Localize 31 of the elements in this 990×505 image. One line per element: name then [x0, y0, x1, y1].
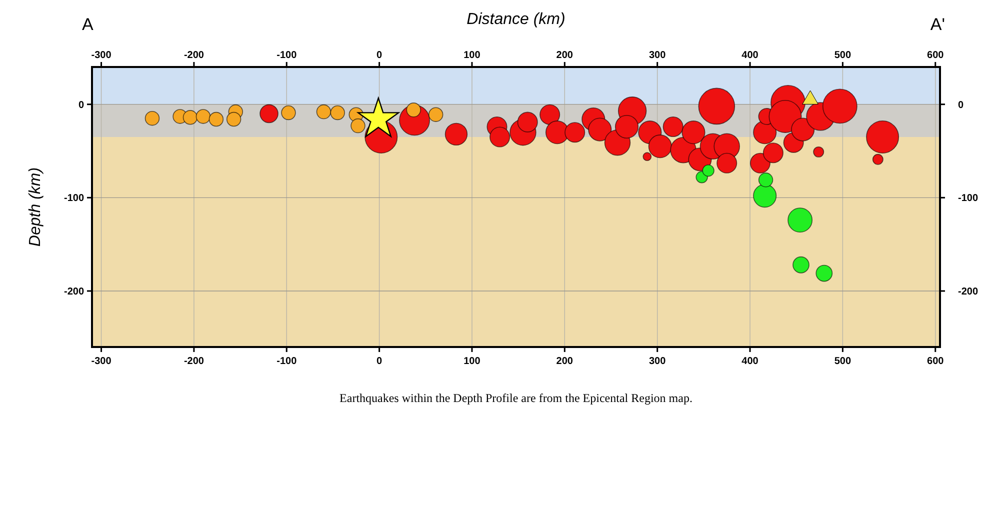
x-tick-label: 300: [648, 50, 666, 61]
y2-tick-label: -100: [958, 193, 978, 204]
x-tick-label: -100: [276, 50, 298, 61]
x2-tick-label: 600: [927, 356, 944, 367]
x2-tick-label: -300: [91, 356, 112, 367]
x2-tick-label: -100: [276, 356, 298, 367]
text: Earthquakes within the Depth Profile are from the Epicental Region map.: [340, 391, 692, 405]
y-axis-title: Depth (km): [27, 167, 44, 247]
x-tick-label: 400: [742, 50, 759, 61]
y-tick-label: 0: [78, 100, 84, 111]
x2-tick-label: 400: [742, 356, 759, 367]
y-tick-label: -200: [64, 286, 84, 298]
x2-tick-label: 200: [556, 356, 574, 367]
x2-tick-label: -200: [184, 356, 204, 367]
x2-tick-label: 100: [464, 356, 481, 367]
x-tick-label: 200: [556, 50, 574, 61]
x-tick-label: -200: [184, 50, 204, 61]
text: A: [82, 15, 94, 34]
x2-tick-label: 0: [376, 356, 383, 367]
x-tick-label: -300: [91, 50, 112, 61]
x-tick-label: 500: [834, 50, 852, 61]
x-tick-label: 100: [464, 50, 481, 61]
x2-tick-label: 500: [834, 356, 852, 367]
text: A': [930, 15, 945, 34]
x2-tick-label: 300: [648, 356, 666, 367]
x-axis-title: Distance (km): [466, 11, 566, 28]
x-tick-label: 0: [376, 50, 383, 61]
y2-tick-label: -200: [958, 286, 978, 298]
y2-tick-label: 0: [958, 100, 964, 111]
x-tick-label: 600: [927, 50, 944, 61]
y-tick-label: -100: [64, 193, 84, 204]
